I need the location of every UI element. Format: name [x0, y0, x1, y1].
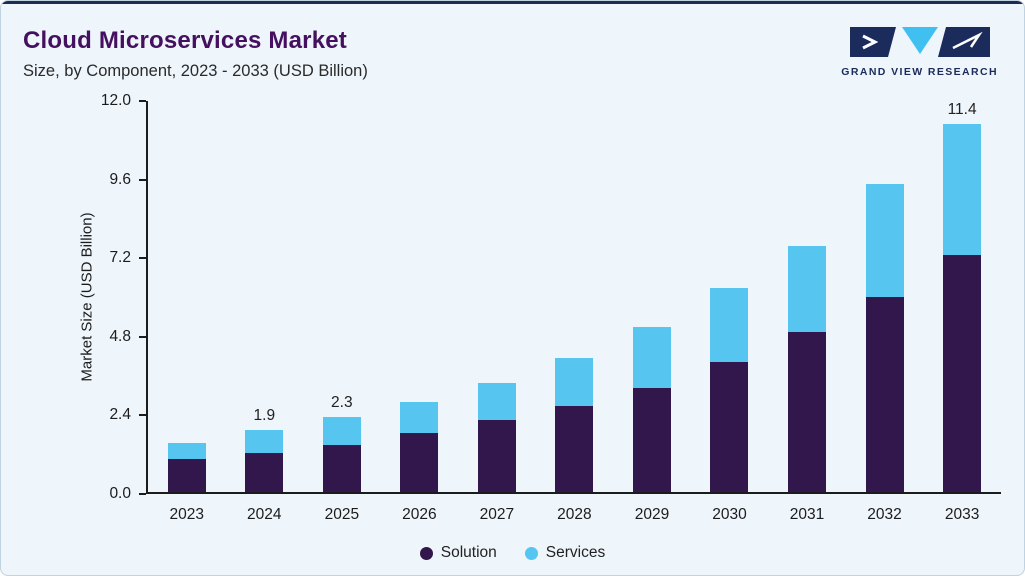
y-tick-label: 12.0	[100, 92, 131, 109]
x-axis-label: 2027	[479, 506, 515, 523]
x-axis-label: 2033	[944, 506, 980, 523]
legend-dot	[524, 546, 538, 560]
bar-stack-2026[interactable]	[400, 402, 439, 492]
top-accent-bar	[1, 1, 1024, 4]
legend-item-services[interactable]: Services	[524, 544, 606, 562]
legend: Solution Services	[1, 544, 1024, 562]
x-axis-label: 2032	[867, 506, 902, 523]
legend-label: Solution	[440, 544, 497, 561]
x-axis-label: 2026	[402, 506, 437, 523]
bar-segment-services[interactable]	[943, 124, 982, 255]
bar-group-2028: 2028	[554, 101, 594, 523]
y-tick-label: 2.4	[109, 406, 131, 424]
y-axis-tick-labels: 12.0 9.6 7.2 4.8 2.4 0.0	[41, 92, 146, 502]
bar-stack-2029[interactable]	[632, 327, 671, 492]
y-tick-label: 9.6	[109, 170, 131, 188]
bar-segment-services[interactable]	[865, 184, 904, 297]
bar-segment-solution[interactable]	[710, 361, 749, 492]
bar-stack-2024[interactable]	[245, 430, 284, 492]
bar-segment-services[interactable]	[710, 288, 749, 362]
bar-segment-solution[interactable]	[400, 433, 439, 492]
bar-segment-solution[interactable]	[632, 387, 671, 492]
page-title: Cloud Microservices Market	[23, 27, 347, 54]
bar-stack-2031[interactable]	[788, 246, 827, 492]
y-tick-mark	[139, 335, 146, 338]
bar-group-2031: 2031	[787, 101, 827, 523]
bar-segment-services[interactable]	[477, 382, 516, 421]
y-tick-label: 7.2	[109, 249, 131, 267]
bar-segment-solution[interactable]	[865, 296, 904, 492]
bar-group-2024: 1.9 2024	[244, 101, 284, 523]
y-tick-mark	[139, 178, 146, 181]
plot-area: 2023 1.9 2024 2.3 2025 2026 2027 2028 2029 2030 20…	[146, 101, 1001, 523]
legend-label: Services	[545, 544, 606, 561]
logo-text: GRAND VIEW RESEARCH	[841, 66, 998, 78]
legend-dot	[419, 546, 433, 560]
bar-stack-2023[interactable]	[167, 443, 206, 492]
logo-icon	[849, 27, 990, 57]
bar-segment-services[interactable]	[322, 417, 361, 445]
bar-segment-services[interactable]	[167, 443, 206, 460]
bar-stack-2027[interactable]	[477, 382, 516, 492]
bar-segment-services[interactable]	[555, 358, 594, 406]
chart-subtitle: Size, by Component, 2023 - 2033 (USD Bil…	[23, 62, 368, 80]
bar-group-2029: 2029	[632, 101, 672, 523]
bar-stack-2032[interactable]	[865, 184, 904, 492]
x-axis-label: 2029	[634, 506, 670, 523]
bar-segment-solution[interactable]	[788, 332, 827, 492]
x-axis-label: 2023	[169, 506, 204, 523]
y-tick-mark	[139, 414, 146, 417]
x-axis-label: 2024	[247, 506, 282, 523]
bar-segment-services[interactable]	[245, 430, 284, 453]
y-tick-mark	[139, 257, 146, 260]
bar-stack-2025[interactable]	[322, 417, 361, 492]
bar-segment-services[interactable]	[400, 402, 439, 434]
bar-segment-services[interactable]	[632, 327, 671, 388]
bar-segment-solution[interactable]	[943, 254, 982, 492]
y-tick-label: 0.0	[109, 485, 131, 502]
x-axis-label: 2030	[712, 506, 747, 523]
bar-segment-solution[interactable]	[555, 405, 594, 492]
y-tick-label: 4.8	[109, 327, 131, 345]
legend-item-solution[interactable]: Solution	[419, 544, 497, 562]
x-axis-label: 2025	[324, 506, 360, 523]
bar-segment-solution[interactable]	[477, 420, 516, 492]
x-axis-label: 2028	[557, 506, 592, 523]
bar-segment-solution[interactable]	[167, 459, 206, 492]
bar-stack-2033[interactable]	[943, 124, 982, 492]
bar-group-2027: 2027	[477, 101, 517, 523]
bar-segment-services[interactable]	[788, 246, 827, 333]
chart-header: Cloud Microservices Market Size, by Comp…	[23, 27, 368, 81]
y-tick-mark	[139, 100, 146, 102]
bar-value-label: 2.3	[331, 394, 353, 412]
bar-value-label: 11.4	[947, 101, 977, 118]
x-axis-label: 2031	[789, 506, 825, 523]
bar-group-2032: 2032	[865, 101, 905, 523]
bar-group-2030: 2030	[709, 101, 749, 523]
bar-group-2023: 2023	[167, 101, 207, 523]
bar-segment-solution[interactable]	[245, 452, 284, 492]
y-tick-mark	[139, 493, 146, 495]
bar-group-2025: 2.3 2025	[322, 101, 362, 523]
grand-view-research-logo: GRAND VIEW RESEARCH	[841, 27, 998, 78]
bar-value-label: 1.9	[253, 407, 276, 425]
bar-stack-2030[interactable]	[710, 288, 749, 492]
bar-group-2026: 2026	[399, 101, 439, 523]
bar-segment-solution[interactable]	[322, 444, 361, 492]
bar-group-2033: 11.4 2033	[942, 101, 982, 523]
bar-stack-2028[interactable]	[555, 358, 594, 492]
